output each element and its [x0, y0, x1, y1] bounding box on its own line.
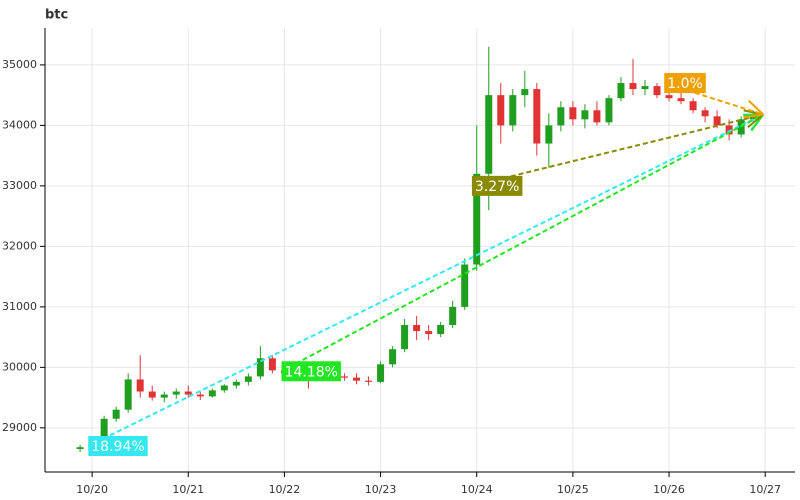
candle-body — [569, 107, 577, 120]
candle-body — [425, 331, 433, 335]
candle-body — [100, 418, 108, 446]
candle-body — [617, 83, 625, 99]
candle-body — [461, 264, 469, 307]
candle-body — [353, 377, 361, 381]
candle-body — [641, 86, 649, 90]
candle-body — [533, 89, 541, 144]
x-tick-label: 10/26 — [653, 483, 685, 496]
annotation-label: 18.94% — [91, 439, 144, 455]
y-tick-label: 34000 — [2, 118, 37, 131]
candle-body — [449, 306, 457, 326]
y-tick-label: 32000 — [2, 239, 37, 252]
annotation-label: 14.18% — [285, 364, 338, 380]
candle-body — [365, 380, 373, 382]
candle-body — [148, 391, 156, 398]
x-tick-label: 10/27 — [749, 483, 781, 496]
arrow-head — [743, 113, 764, 119]
candle-body — [184, 391, 192, 395]
candle-body — [677, 98, 685, 102]
candle-body — [341, 376, 349, 378]
candle-body — [485, 95, 493, 174]
candle-body — [701, 110, 709, 117]
x-tick-label: 10/20 — [76, 483, 108, 496]
candle-body — [220, 385, 228, 391]
candle-body — [76, 447, 84, 450]
candle-body — [389, 349, 397, 365]
candle-body — [437, 325, 445, 335]
candle-body — [136, 379, 144, 392]
y-tick-label: 31000 — [2, 300, 37, 313]
candle-body — [256, 358, 264, 377]
annotation-label: 1.0% — [667, 76, 703, 92]
x-tick-label: 10/23 — [365, 483, 397, 496]
annotation-box — [88, 435, 148, 456]
candle-body — [413, 325, 421, 332]
candle-body — [124, 379, 132, 410]
candle-body — [653, 86, 661, 96]
candle-body — [605, 98, 613, 123]
arrow-head — [748, 100, 764, 116]
annotation-box — [471, 175, 523, 196]
y-tick-label: 30000 — [2, 360, 37, 373]
candle-body — [593, 110, 601, 123]
candle-body — [725, 125, 733, 135]
candle-body — [581, 110, 589, 120]
x-tick-label: 10/24 — [461, 483, 493, 496]
candle-body — [713, 116, 721, 126]
annotation-label: 3.27% — [475, 179, 519, 195]
trend-line — [471, 113, 764, 187]
x-tick-label: 10/21 — [172, 483, 204, 496]
candle-body — [521, 89, 529, 96]
y-tick-label: 29000 — [2, 421, 37, 434]
candle-body — [112, 409, 120, 419]
chart-title: btc — [45, 8, 68, 23]
candle-body — [244, 376, 252, 382]
candle-body — [665, 95, 673, 99]
candle-body — [377, 364, 385, 382]
y-tick-label: 35000 — [2, 58, 37, 71]
candle-body — [401, 325, 409, 350]
annotation-box — [281, 361, 341, 382]
trend-line — [281, 113, 764, 373]
y-tick-label: 33000 — [2, 179, 37, 192]
candle-body — [232, 381, 240, 386]
candle-body — [545, 125, 553, 144]
candle-body — [172, 391, 180, 395]
candle-body — [497, 95, 505, 126]
candle-body — [629, 83, 637, 90]
candle-body — [268, 358, 276, 371]
annotation-box — [664, 73, 706, 94]
x-tick-label: 10/22 — [269, 483, 301, 496]
arrow-head — [747, 113, 764, 129]
candle-body — [509, 95, 517, 126]
candle-body — [196, 394, 204, 397]
candle-body — [473, 173, 481, 265]
x-tick-label: 10/25 — [557, 483, 589, 496]
candle-body — [160, 394, 168, 398]
candle-body — [557, 107, 565, 126]
candle-body — [689, 101, 697, 111]
trend-line — [87, 113, 764, 447]
candle-body — [208, 390, 216, 397]
